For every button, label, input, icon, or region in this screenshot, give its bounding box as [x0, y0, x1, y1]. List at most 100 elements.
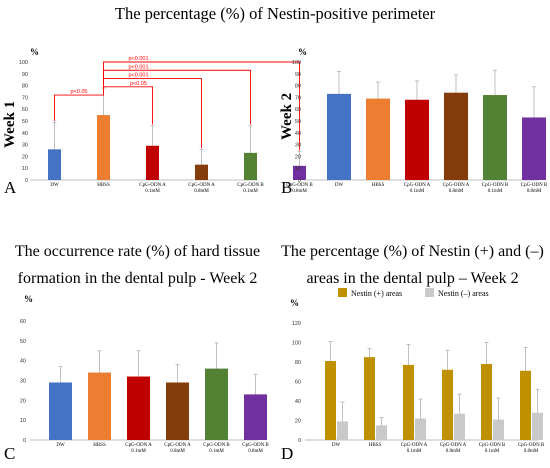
legend-label: Nestin (–) areas — [438, 289, 489, 298]
y-tick-label: 50 — [20, 339, 26, 345]
y-tick-label: 20 — [20, 398, 26, 404]
x-tick-label: CpG-ODN B — [479, 443, 506, 448]
x-tick-label: CpG-ODN A — [188, 183, 215, 188]
panel-d-title-line1: The percentage (%) of Nestin (+) and (–) — [281, 243, 544, 260]
panel-a-y-unit: % — [30, 47, 39, 57]
x-tick-label-dose: 0.8mM — [292, 189, 307, 194]
significance-label: p<0.001 — [128, 73, 148, 79]
y-tick-label: 40 — [20, 359, 26, 365]
x-tick-label-dose: 0.8mM — [248, 449, 263, 454]
y-tick-label: 100 — [292, 341, 301, 347]
y-tick-label: 10 — [22, 166, 28, 172]
panel-b-week-label: Week 2 — [279, 92, 295, 140]
y-tick-label: 100 — [19, 60, 28, 66]
y-tick-label: 30 — [295, 143, 301, 149]
bar — [146, 145, 159, 180]
bar-nestin-neg — [454, 413, 465, 440]
x-tick-label: CpG-ODN B — [242, 443, 269, 448]
figure-title: The percentage (%) of Nestin-positive pe… — [114, 4, 436, 23]
legend-label: Nestin (+) areas — [351, 289, 402, 298]
bar-nestin-pos — [442, 369, 453, 440]
x-tick-label-dose: 0.8mM — [194, 189, 209, 194]
y-tick-label: 90 — [295, 72, 301, 78]
significance-label: p<0.05 — [130, 81, 147, 87]
bar — [244, 152, 257, 180]
y-tick-label: 40 — [295, 131, 301, 137]
y-tick-label: 40 — [295, 399, 301, 405]
x-tick-label-dose: 0.1mM — [485, 449, 500, 454]
bar-nestin-pos — [325, 361, 336, 440]
bar — [293, 165, 306, 180]
bar — [166, 382, 189, 440]
x-tick-label-dose: 0.1mM — [407, 449, 422, 454]
bar — [88, 372, 111, 440]
bar — [97, 115, 110, 180]
y-tick-label: 80 — [295, 360, 301, 366]
y-tick-label: 60 — [295, 380, 301, 386]
y-tick-label: 0 — [25, 178, 28, 184]
x-tick-label: CpG-ODN B — [482, 183, 509, 188]
x-tick-label: CpG-ODN A — [440, 443, 467, 448]
significance-label: p<0.001 — [128, 56, 148, 62]
bar — [366, 98, 390, 180]
bar-nestin-pos — [364, 357, 375, 440]
y-tick-label: 30 — [20, 379, 26, 385]
x-tick-label: DW — [56, 443, 65, 448]
x-tick-label: CpG-ODN B — [237, 183, 264, 188]
y-tick-label: 10 — [20, 418, 26, 424]
panel-b-letter: B — [281, 178, 293, 197]
bar — [483, 95, 507, 180]
significance-label: p<0.05 — [71, 89, 88, 95]
x-tick-label-dose: 0.8mM — [170, 449, 185, 454]
y-tick-label: 40 — [22, 131, 28, 137]
y-tick-label: 100 — [292, 60, 301, 66]
legend-swatch — [338, 288, 347, 297]
y-tick-label: 80 — [22, 84, 28, 90]
x-tick-label: DW — [332, 443, 341, 448]
significance-bracket — [103, 61, 300, 151]
panel-c-title-line1: The occurrence rate (%) of hard tissue — [14, 243, 261, 260]
bar-nestin-pos — [520, 370, 531, 440]
x-tick-label-dose: 0.8mM — [449, 189, 464, 194]
bar-nestin-pos — [403, 364, 414, 440]
panel-c-letter: C — [4, 444, 16, 463]
x-tick-label: HBSS — [372, 183, 385, 188]
y-tick-label: 120 — [292, 321, 301, 327]
panel-d-title: The percentage (%) of Nestin (+) and (–)… — [275, 238, 550, 292]
bar-nestin-neg — [376, 425, 387, 440]
y-tick-label: 50 — [22, 119, 28, 125]
panel-c-title: The occurrence rate (%) of hard tissue f… — [0, 238, 275, 292]
bar-nestin-neg — [415, 418, 426, 440]
x-tick-label: CpG-ODN A — [401, 443, 428, 448]
x-tick-label-dose: 0.8mM — [524, 449, 539, 454]
y-tick-label: 70 — [22, 95, 28, 101]
bar — [327, 93, 351, 180]
bar — [48, 149, 61, 180]
x-tick-label-dose: 0.1mM — [209, 449, 224, 454]
x-tick-label: HBSS — [369, 443, 382, 448]
significance-label: p<0.001 — [128, 64, 148, 70]
panel-c-y-unit: % — [24, 294, 33, 304]
bar-nestin-pos — [481, 363, 492, 440]
x-tick-label: DW — [50, 183, 59, 188]
x-tick-label: CpG-ODN A — [125, 443, 152, 448]
panel-d-y-unit: % — [290, 298, 299, 308]
y-tick-label: 90 — [22, 72, 28, 78]
bar-nestin-neg — [532, 412, 543, 440]
bar — [205, 368, 228, 440]
x-tick-label: CpG-ODN A — [164, 443, 191, 448]
x-tick-label-dose: 0.1mM — [145, 189, 160, 194]
x-tick-label: CpG-ODN A — [404, 183, 431, 188]
bar — [522, 117, 546, 180]
x-tick-label: CpG-ODN B — [286, 183, 313, 188]
y-tick-label: 80 — [295, 84, 301, 90]
x-tick-label: CpG-ODN B — [521, 183, 548, 188]
x-tick-label: DW — [335, 183, 344, 188]
x-tick-label-dose: 0.1mM — [243, 189, 258, 194]
x-tick-label: CpG-ODN B — [203, 443, 230, 448]
x-tick-label-dose: 0.1mM — [410, 189, 425, 194]
y-tick-label: 0 — [298, 178, 301, 184]
bar-nestin-neg — [337, 421, 348, 440]
y-tick-label: 20 — [295, 419, 301, 425]
x-tick-label: CpG-ODN B — [518, 443, 545, 448]
